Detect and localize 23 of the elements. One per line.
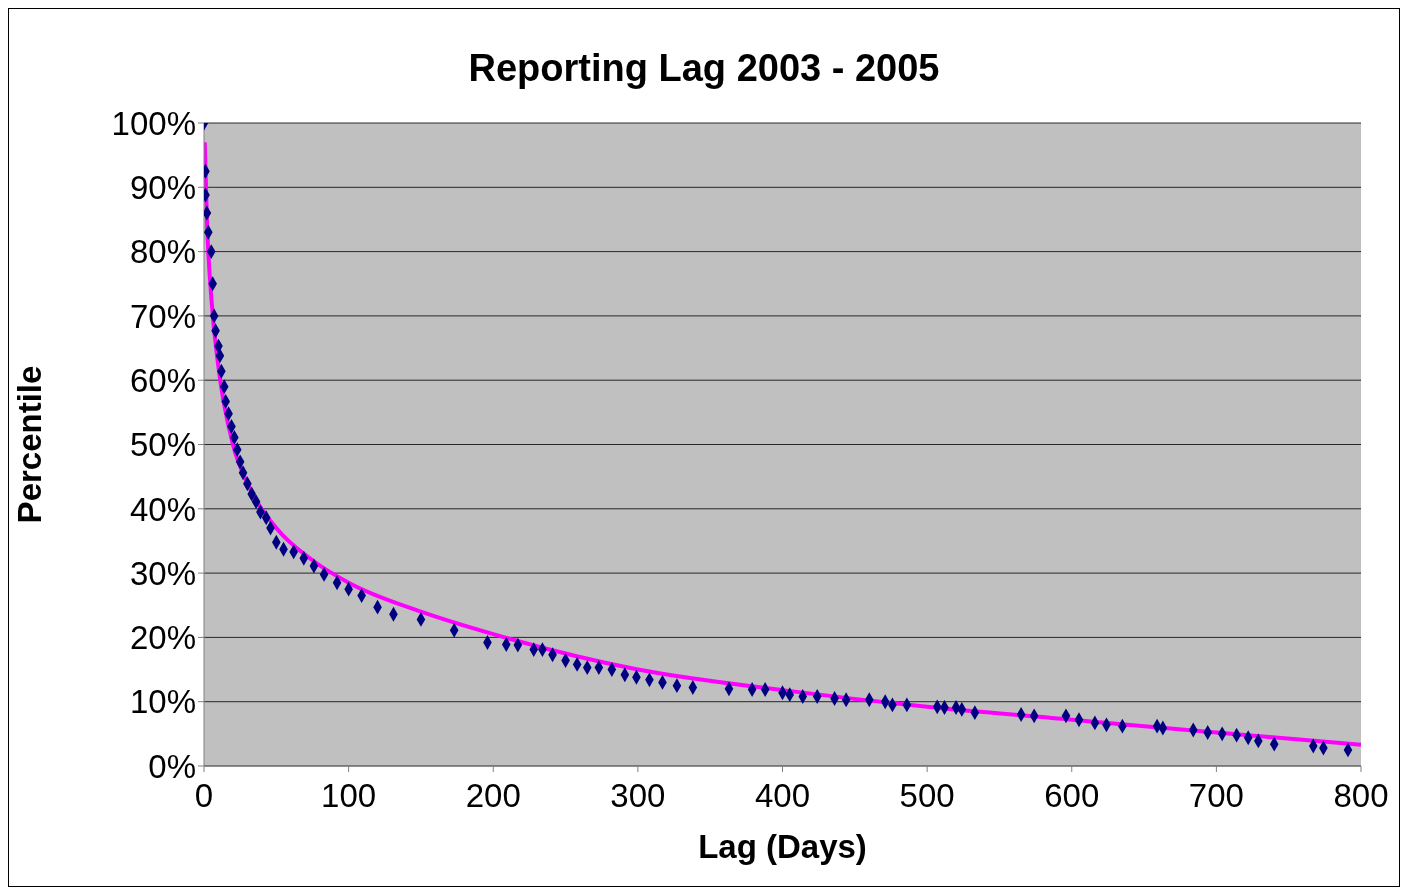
y-tick-label: 30% [129,554,196,592]
x-axis-title: Lag (Days) [698,828,867,865]
y-tick-label: 100% [111,104,196,142]
y-tick-label: 90% [129,169,196,207]
y-tick-label: 50% [129,426,196,464]
x-tick-label: 200 [465,777,521,815]
x-tick-label: 0 [194,777,214,815]
x-tick-label: 600 [1044,777,1100,815]
y-tick-label: 10% [129,683,196,721]
y-axis-title: Percentile [10,365,48,524]
y-tick-label: 40% [129,490,196,528]
x-tick-label: 700 [1188,777,1244,815]
x-tick-label: 300 [610,777,666,815]
x-tick-label: 500 [899,777,955,815]
x-tick-label: 800 [1333,777,1389,815]
x-tick-label: 400 [754,777,811,815]
y-tick-label: 0% [148,747,196,785]
y-tick-label: 80% [129,233,196,271]
y-tick-label: 60% [129,361,196,399]
x-tick-label: 100 [321,777,377,815]
y-tick-label: 20% [129,619,196,657]
y-tick-label: 70% [129,297,196,335]
chart-title: Reporting Lag 2003 - 2005 [467,47,941,90]
